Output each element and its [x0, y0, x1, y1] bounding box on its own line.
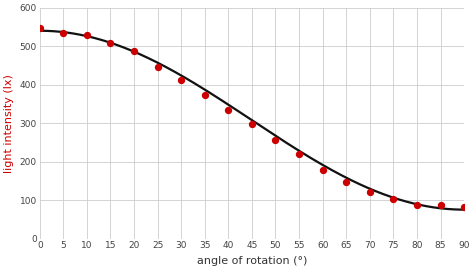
Point	[319, 168, 327, 172]
Point	[342, 179, 350, 184]
Point	[272, 138, 279, 142]
Point	[225, 108, 232, 113]
Point	[83, 32, 91, 37]
Point	[36, 25, 44, 30]
Point	[460, 205, 468, 209]
Y-axis label: light intensity (lx): light intensity (lx)	[4, 74, 14, 173]
X-axis label: angle of rotation (°): angle of rotation (°)	[197, 256, 307, 266]
Point	[177, 78, 185, 83]
Point	[413, 202, 421, 207]
Point	[295, 152, 303, 156]
Point	[154, 64, 162, 69]
Point	[60, 31, 67, 35]
Point	[366, 189, 374, 194]
Point	[201, 92, 209, 97]
Point	[437, 203, 444, 207]
Point	[107, 41, 114, 46]
Point	[248, 122, 255, 126]
Point	[130, 49, 138, 53]
Point	[390, 197, 397, 201]
